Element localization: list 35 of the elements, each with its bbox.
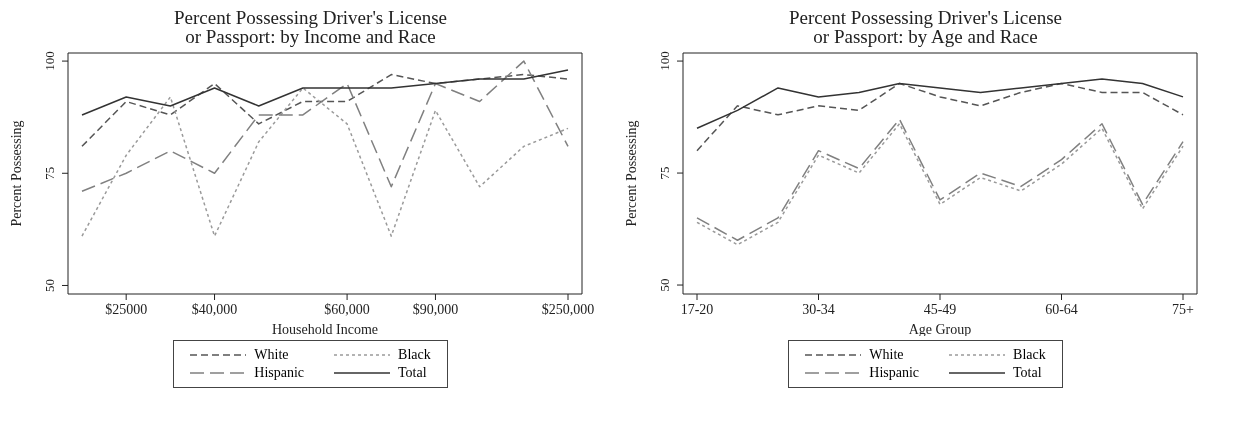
y-tick-label: 50 (657, 278, 672, 292)
legend-label: Total (1013, 365, 1042, 381)
x-tick-label: 30-34 (802, 302, 835, 317)
legend-label: Hispanic (254, 365, 305, 381)
x-axis-title: Household Income (271, 322, 379, 337)
line-series (696, 82, 1184, 152)
x-tick-label: 75+ (1172, 302, 1195, 317)
x-tick-label: $90,000 (412, 302, 459, 317)
y-axis-title: Percent Possessing (8, 120, 24, 227)
legend-label: Black (1013, 347, 1046, 363)
legend-label: Black (398, 347, 431, 363)
y-tick-label: 100 (42, 51, 57, 71)
line-series (696, 78, 1184, 130)
y-tick-label: 75 (42, 166, 57, 180)
chart-title: Percent Possessing Driver's License or Passport: by Income and Race (172, 7, 449, 47)
chart-title: Percent Possessing Driver's License or Passport: by Age and Race (787, 7, 1064, 47)
y-tick-label: 75 (657, 166, 672, 180)
x-tick-label: $60,000 (324, 302, 370, 317)
line-series (81, 73, 569, 148)
line-series (81, 69, 569, 116)
legend-label: White (869, 347, 904, 363)
x-tick-label: 17-20 (680, 302, 714, 317)
y-tick-label: 50 (42, 278, 57, 292)
x-tick-label: 60-64 (1045, 302, 1078, 317)
legend-label: Total (398, 365, 427, 381)
legend-label: White (254, 347, 289, 363)
line-series (81, 60, 569, 192)
y-tick-label: 100 (657, 51, 672, 71)
x-tick-label: $40,000 (191, 302, 238, 317)
x-tick-label: $25000 (105, 302, 148, 317)
y-axis-title: Percent Possessing (623, 120, 639, 227)
x-tick-label: $250,000 (541, 302, 595, 317)
line-series (81, 87, 569, 237)
x-tick-label: 45-49 (923, 302, 957, 317)
legend-label: Hispanic (869, 365, 920, 381)
